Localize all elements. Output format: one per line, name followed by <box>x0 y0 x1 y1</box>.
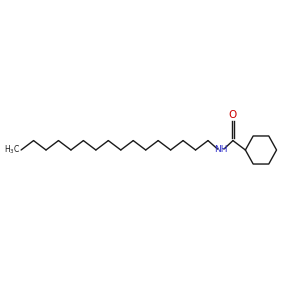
Text: O: O <box>229 110 237 120</box>
Text: NH: NH <box>214 146 227 154</box>
Text: H$_3$C: H$_3$C <box>4 144 20 156</box>
